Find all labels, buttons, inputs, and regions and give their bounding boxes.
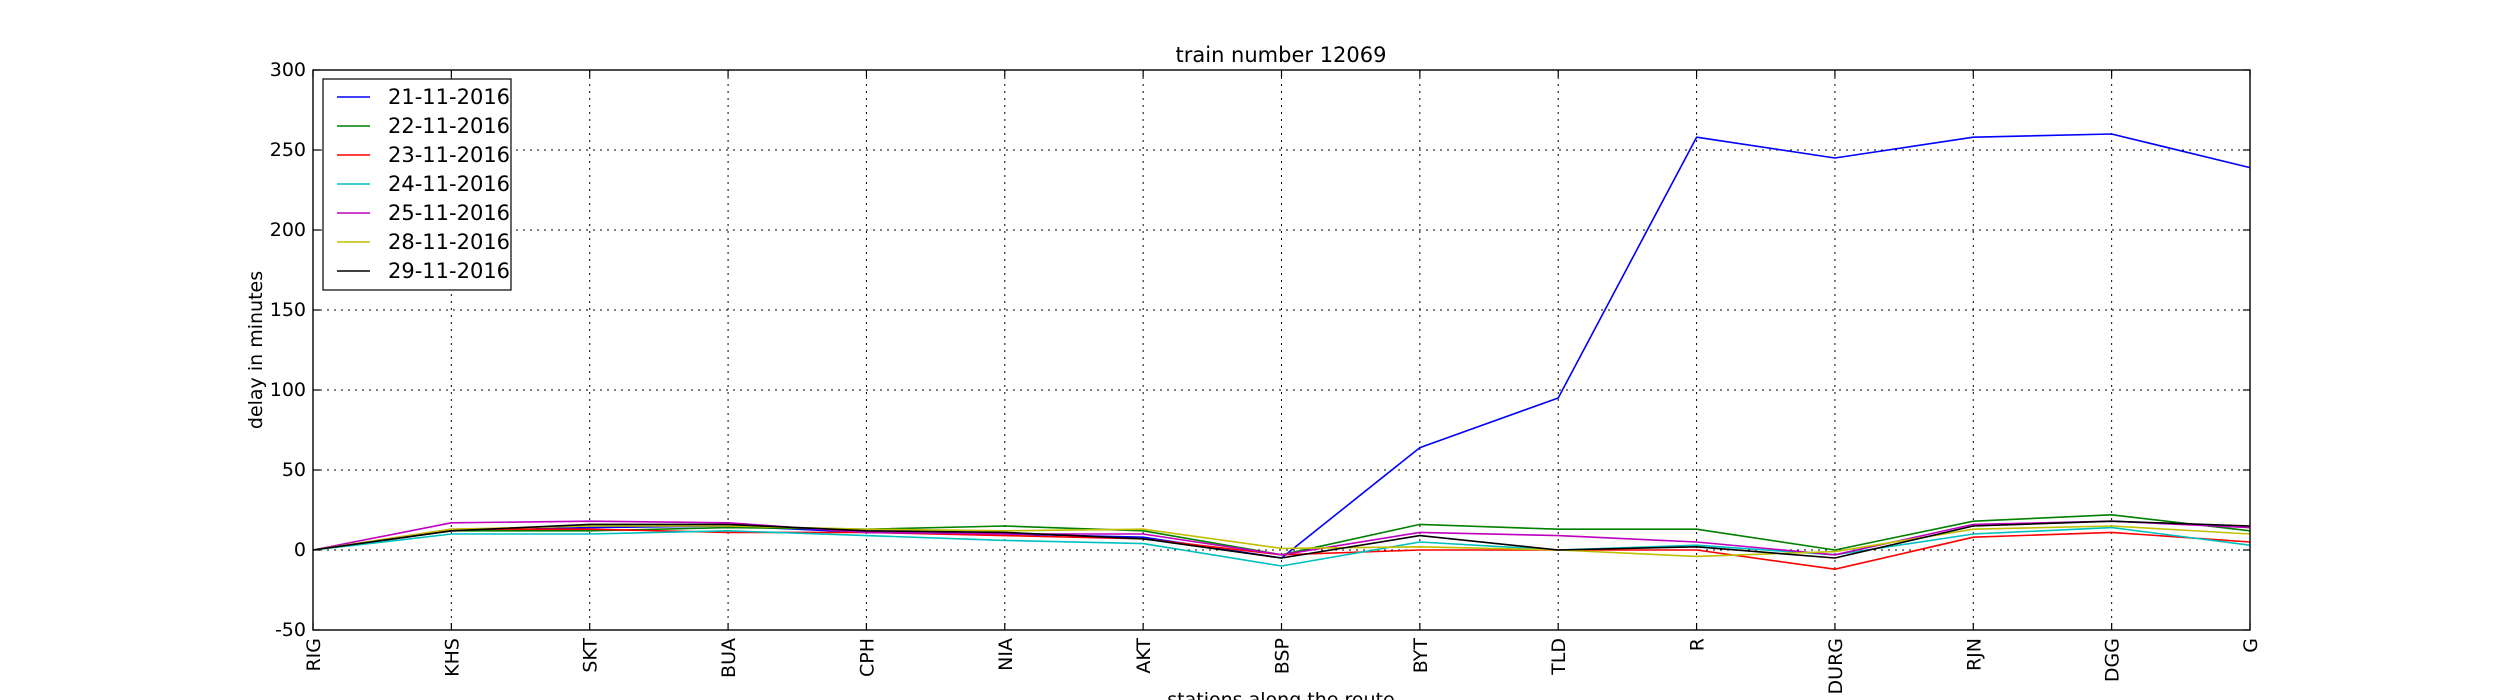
x-tick-label: RJN (1963, 638, 1985, 671)
x-tick-label: BUA (718, 638, 740, 678)
legend: 21-11-2016 22-11-2016 23-11-2016 24-11-2016… (322, 78, 512, 291)
x-tick-label: RIG (303, 638, 325, 672)
y-tick-label: 300 (270, 59, 306, 81)
y-tick-label: 50 (282, 459, 306, 481)
axis-ticks: -50 0 50 100 150 200 250 300 RIG KHS SKT BUA CPH NIA A… (270, 59, 2262, 694)
x-tick-label: R (1687, 638, 1709, 651)
series-lines (312, 133, 2251, 571)
legend-label: 24-11-2016 (388, 172, 510, 196)
x-tick-label: CPH (856, 638, 878, 677)
chart-title: train number 12069 (1176, 43, 1387, 67)
x-tick-label: TLD (1548, 638, 1570, 676)
legend-label: 23-11-2016 (388, 143, 510, 167)
y-tick-label: -50 (275, 619, 306, 641)
legend-label: 25-11-2016 (388, 201, 510, 225)
y-tick-label: 200 (270, 219, 306, 241)
x-tick-label: BYT (1410, 638, 1432, 674)
legend-label: 22-11-2016 (388, 114, 510, 138)
series-line-3 (312, 526, 2251, 567)
legend-label: 28-11-2016 (388, 230, 510, 254)
x-tick-label: NIA (995, 638, 1017, 671)
y-tick-label: 0 (294, 539, 306, 561)
series-line-6 (312, 520, 2251, 559)
legend-label: 29-11-2016 (388, 259, 510, 283)
x-tick-label: DGG (2102, 638, 2124, 682)
x-tick-label: KHS (441, 638, 463, 677)
x-tick-label: SKT (580, 638, 602, 673)
x-tick-label: BSP (1272, 638, 1294, 674)
legend-label: 21-11-2016 (388, 85, 510, 109)
x-tick-label: DURG (1825, 638, 1847, 694)
y-tick-label: 100 (270, 379, 306, 401)
x-tick-label: AKT (1133, 638, 1155, 674)
x-axis-label: stations along the route (1167, 689, 1394, 700)
y-axis-label: delay in minutes (245, 271, 267, 429)
series-line-4 (312, 520, 2251, 556)
y-tick-label: 250 (270, 139, 306, 161)
x-tick-label: G (2240, 638, 2262, 653)
y-tick-label: 150 (270, 299, 306, 321)
